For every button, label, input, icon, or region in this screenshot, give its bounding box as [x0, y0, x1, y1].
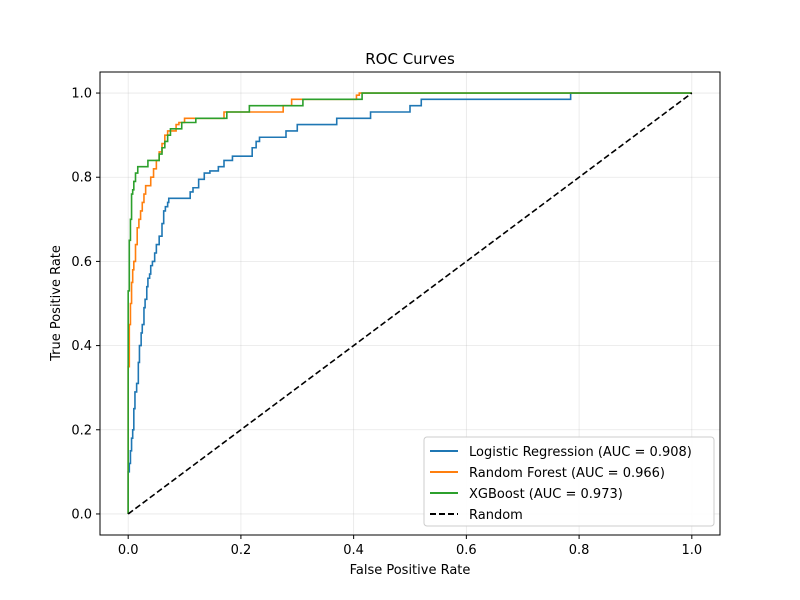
- legend-label-logistic-regression: Logistic Regression (AUC = 0.908): [469, 445, 692, 460]
- axes-frame: [99, 71, 721, 536]
- x-tick-label: 0.0: [118, 543, 139, 558]
- y-axis-title: True Positive Rate: [49, 245, 64, 362]
- y-tick-label: 1.0: [71, 87, 92, 102]
- legend-label-xgboost: XGBoost (AUC = 0.973): [469, 487, 623, 502]
- random-baseline-line: [127, 92, 693, 515]
- y-tick-label: 0.2: [71, 423, 92, 438]
- legend-box: [423, 436, 715, 527]
- grid: [100, 72, 720, 535]
- legend-label-random: Random: [469, 508, 523, 523]
- xgboost-curve: [127, 92, 692, 514]
- x-tick-label: 0.6: [456, 543, 477, 558]
- legend-label-random-forest: Random Forest (AUC = 0.966): [469, 466, 665, 481]
- y-tick-label: 0.6: [71, 255, 92, 270]
- x-tick-label: 1.0: [681, 543, 702, 558]
- legend: Logistic Regression (AUC = 0.908) Random…: [423, 436, 715, 527]
- series-lines: [127, 92, 693, 515]
- logistic-regression-curve: [127, 92, 692, 514]
- chart-title: ROC Curves: [365, 50, 455, 68]
- y-tick-label: 0.4: [71, 339, 92, 354]
- y-tick-label: 0.8: [71, 171, 92, 186]
- x-tick-label: 0.4: [343, 543, 364, 558]
- y-tick-label: 0.0: [71, 507, 92, 522]
- x-tick-label: 0.2: [231, 543, 252, 558]
- ticks: 0.0 0.2 0.4 0.6 0.8 1.0 0.0 0.2 0.4 0.6 0.8 1.0: [71, 87, 702, 558]
- x-axis-title: False Positive Rate: [350, 563, 471, 578]
- x-tick-label: 0.8: [569, 543, 590, 558]
- random-forest-curve: [127, 92, 692, 514]
